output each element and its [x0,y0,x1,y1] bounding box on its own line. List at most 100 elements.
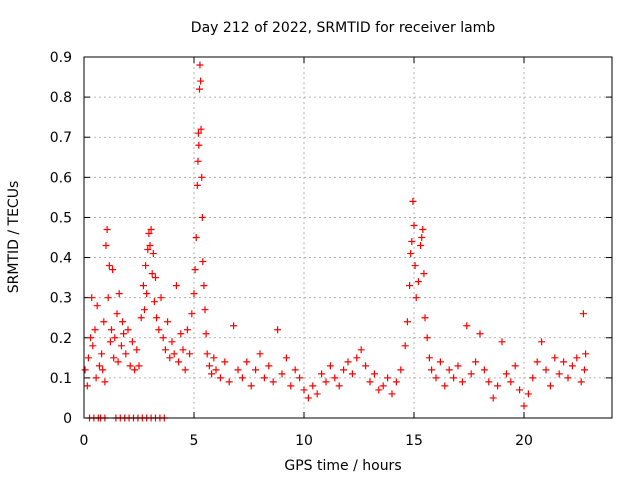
data-point [146,242,154,250]
y-tick-label: 0.3 [50,291,72,307]
data-point [407,250,415,258]
data-point [331,374,339,382]
data-point [225,378,233,386]
data-point [411,262,419,270]
y-tick-label: 0.8 [50,90,72,106]
y-tick-label: 0.5 [50,210,72,226]
data-point [93,302,101,310]
data-point [170,350,178,358]
data-point [234,366,242,374]
data-point [110,354,118,362]
data-point [155,326,163,334]
data-point [196,85,203,93]
data-point [190,290,198,298]
data-point [92,374,100,382]
data-point [104,294,112,302]
data-point [397,366,405,374]
y-axis-label: SRMTID / TECUs [6,181,22,294]
data-point [441,382,449,390]
data-point [109,266,117,274]
data-point [282,354,290,362]
data-point [201,306,209,314]
x-tick-label: 15 [405,433,423,449]
data-point [135,362,143,370]
data-point [300,386,308,394]
data-point [392,378,400,386]
data-point [203,350,211,358]
data-point [144,246,152,254]
data-point [418,234,426,241]
data-point [139,282,147,290]
data-point [467,370,475,378]
data-point [423,334,431,342]
data-point [221,358,229,366]
data-point [126,362,134,370]
data-point [191,266,199,274]
data-point [212,366,220,374]
data-point [89,342,97,350]
data-point [128,338,136,346]
data-point [582,350,590,358]
data-point [108,326,115,334]
data-point [309,382,317,390]
data-point [421,314,429,322]
data-point [348,370,356,378]
data-point [555,370,563,378]
data-point [296,374,304,382]
data-point [148,270,156,278]
data-point [81,366,89,374]
data-point [198,173,206,181]
data-point [208,370,216,378]
data-point [304,394,312,402]
y-tick-label: 0.9 [50,50,72,66]
data-point [529,374,537,382]
data-point [137,314,145,322]
data-point [88,294,96,302]
label-layer: 0 0.1 0.2 0.3 0.4 0.5 0.6 0.7 0.8 0.9 0 5 10 15 20 [50,50,533,449]
data-point [353,354,361,362]
data-point [150,298,158,306]
data-point [186,350,194,358]
data-point [87,334,95,342]
x-tick-label: 20 [515,433,533,449]
data-point [476,330,484,338]
data-point [179,346,187,354]
data-point [95,362,103,370]
data-point [278,370,286,378]
data-point [450,374,458,382]
y-tick-label: 0.1 [50,371,72,387]
data-point [502,370,510,378]
data-point [175,358,183,366]
data-point [113,310,121,318]
data-point [145,229,153,237]
data-point [200,282,208,290]
data-point [579,310,587,318]
data-point [362,362,370,370]
data-point [247,382,255,390]
data-point [102,242,110,250]
data-point [524,390,532,398]
y-tick-label: 0.6 [50,170,72,186]
data-point [432,374,440,382]
data-point [326,362,334,370]
data-point [412,294,420,302]
data-point [560,358,568,366]
data-point [194,129,202,137]
data-point [414,278,422,286]
data-point [568,362,576,370]
data-point [117,342,125,350]
data-point [269,378,277,386]
data-point [101,378,109,386]
data-point [542,366,550,374]
y-tick-label: 0.4 [50,251,72,267]
data-point [507,378,515,386]
data-point [388,390,396,398]
data-point [403,318,411,326]
x-tick-label: 10 [295,433,313,449]
data-point [533,358,541,366]
plot-frame [83,56,613,419]
data-point [445,366,453,374]
data-point [420,270,428,278]
data-point [344,358,352,366]
